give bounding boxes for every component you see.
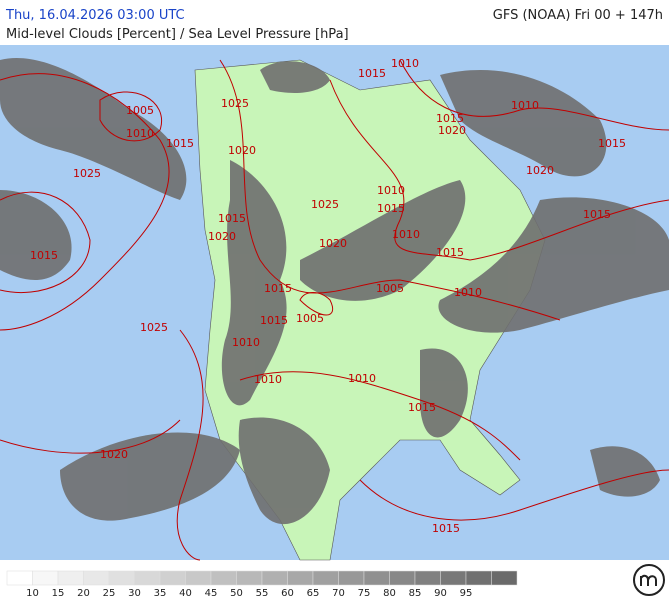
legend-tick-label: 80 (383, 588, 396, 599)
legend-swatch (57, 570, 84, 586)
isobar-label: 1020 (228, 144, 256, 157)
isobar-label: 1010 (511, 99, 539, 112)
legend-swatch (83, 570, 110, 586)
legend-swatch (32, 570, 59, 586)
isobar-label: 1005 (126, 104, 154, 117)
isobar-label: 1015 (358, 67, 386, 80)
isobar-label: 1020 (319, 237, 347, 250)
map (0, 45, 669, 561)
isobar-label: 1025 (73, 167, 101, 180)
isobar-label: 1015 (377, 202, 405, 215)
legend-tick-label: 35 (154, 588, 167, 599)
isobar-label: 1005 (296, 312, 324, 325)
legend-tick-label: 40 (179, 588, 192, 599)
legend-tick-label: 95 (460, 588, 473, 599)
isobar-label: 1005 (376, 282, 404, 295)
isobar-label: 1010 (126, 127, 154, 140)
isobar-label: 1010 (377, 184, 405, 197)
legend-tick-label: 90 (434, 588, 447, 599)
legend-tick-label: 50 (230, 588, 243, 599)
legend-swatch (185, 570, 212, 586)
isobar-label: 1020 (208, 230, 236, 243)
legend-swatch (261, 570, 288, 586)
isobar-label: 1010 (392, 228, 420, 241)
isobar-label: 1025 (140, 321, 168, 334)
map-title: Mid-level Clouds [Percent] / Sea Level P… (6, 27, 349, 42)
isobar-label: 1015 (264, 282, 292, 295)
isobar-label: 1015 (260, 314, 288, 327)
isobar-label: 1020 (438, 124, 466, 137)
legend-swatch (363, 570, 390, 586)
isobar-label: 1015 (166, 137, 194, 150)
legend-swatch (491, 570, 518, 586)
legend-swatch (389, 570, 416, 586)
isobar-label: 1015 (408, 401, 436, 414)
legend-tick-label: 65 (307, 588, 320, 599)
isobar-label: 1025 (311, 198, 339, 211)
legend-tick-label: 30 (128, 588, 141, 599)
isobar-label: 1010 (454, 286, 482, 299)
legend-tick-label: 70 (332, 588, 345, 599)
isobar-label: 1010 (232, 336, 260, 349)
isobar-label: 1015 (432, 522, 460, 535)
isobar-label: 1015 (598, 137, 626, 150)
isobar-label: 1015 (30, 249, 58, 262)
legend-tick-label: 75 (358, 588, 371, 599)
legend-swatch (312, 570, 339, 586)
legend-tick-label: 60 (281, 588, 294, 599)
legend-swatch (236, 570, 263, 586)
isobar-label: 1015 (436, 246, 464, 259)
legend-swatch (108, 570, 135, 586)
legend-tick-label: 15 (52, 588, 65, 599)
legend-tick-label: 20 (77, 588, 90, 599)
isobar-label: 1010 (348, 372, 376, 385)
legend-swatch (465, 570, 492, 586)
isobars (0, 59, 669, 561)
legend-tick-label: 55 (256, 588, 269, 599)
legend: 10 15 20 25 30 35 40 45 50 55 60 65 70 75 80 85 90 95 (6, 570, 518, 599)
model-run: GFS (NOAA) Fri 00 + 147h (493, 8, 663, 23)
isobar-label: 1010 (254, 373, 282, 386)
legend-tick-label: 25 (103, 588, 116, 599)
legend-swatch (440, 570, 467, 586)
isobar-label: 1015 (436, 112, 464, 125)
logo-mark (640, 574, 657, 586)
legend-swatch (159, 570, 186, 586)
legend-swatch (414, 570, 441, 586)
clouds (0, 58, 669, 525)
isobar-label: 1015 (583, 208, 611, 221)
legend-tick-label: 45 (205, 588, 218, 599)
isobar-label: 1025 (221, 97, 249, 110)
isobar-label: 1020 (526, 164, 554, 177)
legend-swatch (6, 570, 33, 586)
legend-tick-label: 85 (409, 588, 422, 599)
legend-swatch (338, 570, 365, 586)
valid-time: Thu, 16.04.2026 03:00 UTC (5, 8, 185, 23)
isobar-labels: 1015101010051010101510251020101510201010… (30, 57, 626, 535)
legend-swatch (210, 570, 237, 586)
legend-tick-label: 10 (26, 588, 39, 599)
legend-swatch (287, 570, 314, 586)
isobar-label: 1010 (391, 57, 419, 70)
isobar-label: 1015 (218, 212, 246, 225)
isobar-label: 1020 (100, 448, 128, 461)
legend-swatch (134, 570, 161, 586)
